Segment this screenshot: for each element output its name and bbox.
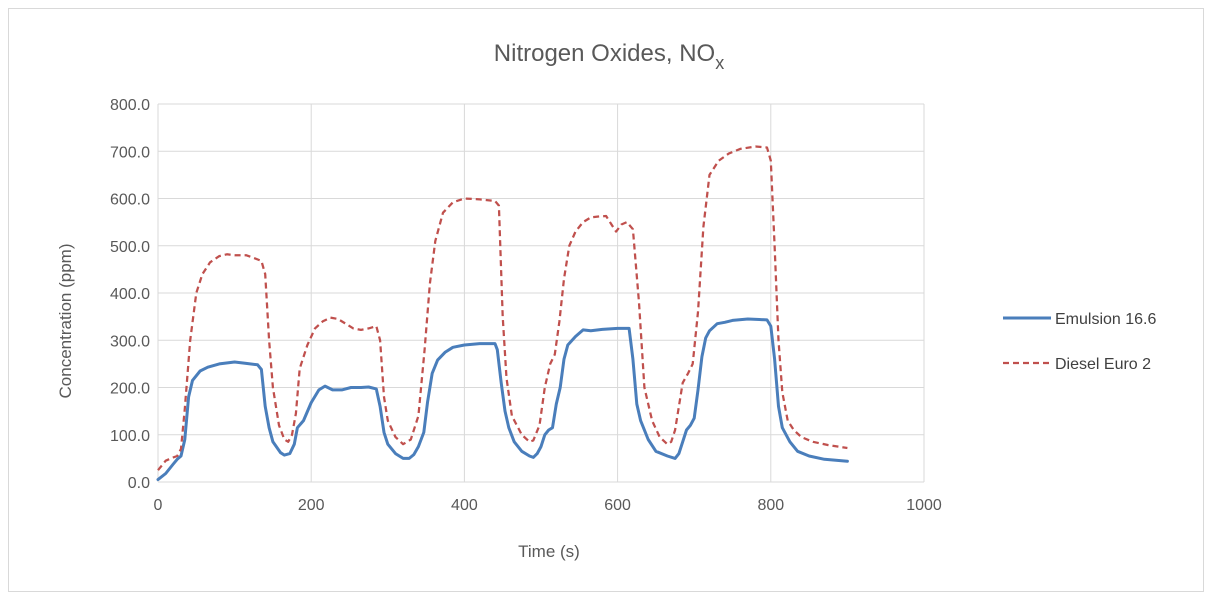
x-tick-label: 0 <box>154 497 163 514</box>
series-line-2 <box>157 145 848 471</box>
x-axis-title: Time (s) <box>518 542 580 561</box>
chart-title: Nitrogen Oxides, NOx <box>494 40 724 73</box>
x-tick-label: 800 <box>757 497 784 514</box>
y-tick-label: 300.0 <box>110 333 150 350</box>
legend-label-2: Diesel Euro 2 <box>1055 356 1151 373</box>
series-line-1 <box>156 317 849 482</box>
y-tick-label: 600.0 <box>110 192 150 209</box>
y-tick-label: 700.0 <box>110 144 150 161</box>
y-tick-label: 100.0 <box>110 428 150 445</box>
legend-label-1: Emulsion 16.6 <box>1055 311 1156 328</box>
gridlines <box>158 103 925 482</box>
y-tick-label: 0.0 <box>128 475 150 492</box>
y-tick-label: 200.0 <box>110 381 150 398</box>
y-tick-label: 800.0 <box>110 97 150 114</box>
chart-frame: Nitrogen Oxides, NOx 0.0 100.0 200.0 300.0 4… <box>8 8 1204 592</box>
y-axis-title: Concentration (ppm) <box>56 244 75 399</box>
x-tick-label: 200 <box>298 497 325 514</box>
x-tick-label: 1000 <box>906 497 942 514</box>
legend: Emulsion 16.6 Diesel Euro 2 <box>1003 311 1156 373</box>
y-tick-label: 400.0 <box>110 286 150 303</box>
chart-svg: Nitrogen Oxides, NOx 0.0 100.0 200.0 300.0 4… <box>56 40 1156 561</box>
chart-title-subscript: x <box>715 53 724 73</box>
tick-labels: 0.0 100.0 200.0 300.0 400.0 500.0 600.0 700.0 80… <box>110 97 942 514</box>
y-tick-label: 500.0 <box>110 239 150 256</box>
x-tick-label: 600 <box>604 497 631 514</box>
x-tick-label: 400 <box>451 497 478 514</box>
axes <box>157 104 924 483</box>
series <box>156 145 849 482</box>
